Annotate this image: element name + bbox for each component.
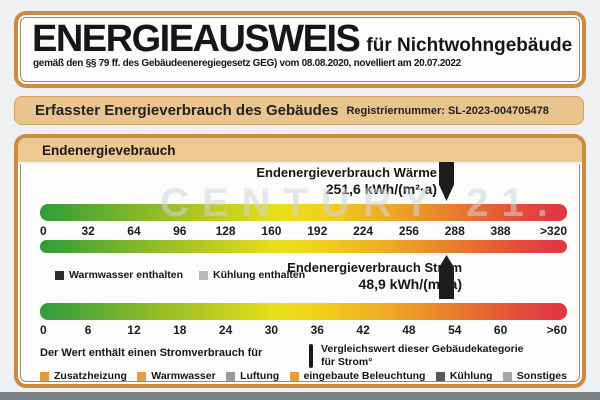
tick: 224 (353, 224, 374, 238)
legend-item-luftung: Luftung (226, 370, 279, 382)
tick: 6 (84, 323, 92, 337)
legend-label: Sonstiges (516, 370, 567, 382)
strom-marker-arrow-icon (439, 255, 454, 299)
tick: 288 (444, 224, 465, 238)
title-row: ENERGIEAUSWEIS für Nichtwohngebäude (18, 15, 582, 59)
registration-number: Registriernummer: SL-2023-004705478 (346, 104, 549, 117)
filled-square-icon (137, 371, 147, 381)
header-box: ENERGIEAUSWEIS für Nichtwohngebäude gemä… (14, 11, 586, 88)
tick: >320 (539, 224, 568, 238)
waerme-value-block: Endenergieverbrauch Wärme 251,6 kWh/(m²·… (18, 165, 437, 198)
legend-item-warmwasser: Warmwasser (137, 370, 216, 382)
tick: 64 (127, 224, 141, 238)
waerme-label: Endenergieverbrauch Wärme (256, 165, 437, 180)
comparison-note: Vergleichswert dieser Gebäudekategorie f… (321, 343, 524, 368)
waerme-scale-bar-bottom (40, 240, 567, 253)
tick: 0 (40, 224, 47, 238)
legend-item-kuehlung-enthalten: Kühlung enthalten (198, 269, 306, 281)
tick: 128 (215, 224, 236, 238)
strom-value-block: Endenergieverbrauch Strom 48,9 kWh/(m²·a… (18, 260, 462, 293)
legend-label: Kühlung (449, 370, 493, 382)
tick: 192 (307, 224, 328, 238)
tick: 54 (448, 323, 462, 337)
strom-scale-ticks: 0 6 12 18 24 30 36 42 48 54 60 >60 (40, 323, 567, 337)
photo-edge-strip (0, 392, 600, 400)
legend-label: eingebaute Beleuchtung (303, 370, 426, 382)
tick: 96 (173, 224, 187, 238)
strom-label: Endenergieverbrauch Strom (287, 260, 462, 275)
legend-item-kuehlung: Kühlung (435, 370, 493, 382)
comparison-marker-icon (309, 344, 313, 368)
strom-scale-bar (40, 303, 567, 320)
strom-note: Der Wert enthält einen Stromverbrauch fü… (40, 347, 263, 359)
legend-item-eingebaute-beleuchtung: eingebaute Beleuchtung (289, 370, 426, 382)
filled-square-icon (40, 371, 49, 381)
tick: 36 (310, 323, 324, 337)
tick: 18 (173, 323, 187, 337)
waerme-value: 251,6 kWh/(m²·a) (325, 181, 437, 197)
legend-label: Warmwasser (151, 370, 216, 382)
waerme-scale-bar-top (40, 204, 567, 221)
tick: >60 (546, 323, 568, 337)
tick: 32 (81, 224, 95, 238)
legend-label: Luftung (240, 370, 280, 382)
filled-square-icon (289, 371, 299, 381)
filled-square-icon (502, 371, 512, 381)
document-title: ENERGIEAUSWEIS (32, 18, 361, 60)
tick: 42 (356, 323, 370, 337)
tick: 48 (402, 323, 416, 337)
waerme-marker-arrow-icon (439, 162, 454, 201)
endenergieverbrauch-section: Endenergievebrauch Endenergieverbrauch W… (14, 134, 586, 388)
legend-label: Kühlung enthalten (212, 269, 306, 281)
comparison-note-line1: Vergleichswert dieser Gebäudekategorie (321, 343, 524, 355)
comparison-note-line2: für Strom° (321, 355, 373, 368)
tick: 60 (493, 323, 508, 337)
strom-value: 48,9 kWh/(m²·a) (358, 276, 462, 292)
legend-item-zusatzheizung: Zusatzheizung (40, 370, 127, 382)
legend-label: Warmwasser enthalten (69, 269, 183, 281)
tick: 0 (40, 323, 47, 337)
registration-band: Erfasster Energieverbrauch des Gebäudes … (14, 96, 584, 125)
legal-reference-text: gemäß den §§ 79 ff. des Gebäudeeneregieg… (33, 58, 461, 69)
stromverbrauch-legend: Zusatzheizung Warmwasser Luftung eingeba… (40, 370, 567, 382)
filled-square-icon (435, 371, 445, 381)
tick: 24 (218, 323, 233, 337)
section-title: Endenergievebrauch (18, 138, 582, 164)
filled-square-icon (226, 371, 236, 381)
document-title-suffix: für Nichtwohngebäude (366, 35, 573, 56)
tick: 30 (264, 323, 279, 337)
included-legend: Warmwasser enthalten Kühlung enthalten (55, 269, 305, 281)
tick: 12 (127, 323, 141, 337)
waerme-scale-ticks: 0 32 64 96 128 160 192 224 256 288 388 >… (40, 224, 567, 238)
tick: 160 (261, 224, 282, 238)
legend-label: Zusatzheizung (54, 370, 127, 382)
filled-square-icon (198, 270, 208, 280)
legend-item-sonstiges: Sonstiges (502, 370, 567, 382)
tick: 256 (398, 224, 419, 238)
tick: 388 (490, 224, 511, 238)
filled-square-icon (55, 270, 64, 280)
legend-item-warmwasser-enthalten: Warmwasser enthalten (55, 269, 183, 281)
registration-label: Erfasster Energieverbrauch des Gebäudes (35, 102, 339, 119)
